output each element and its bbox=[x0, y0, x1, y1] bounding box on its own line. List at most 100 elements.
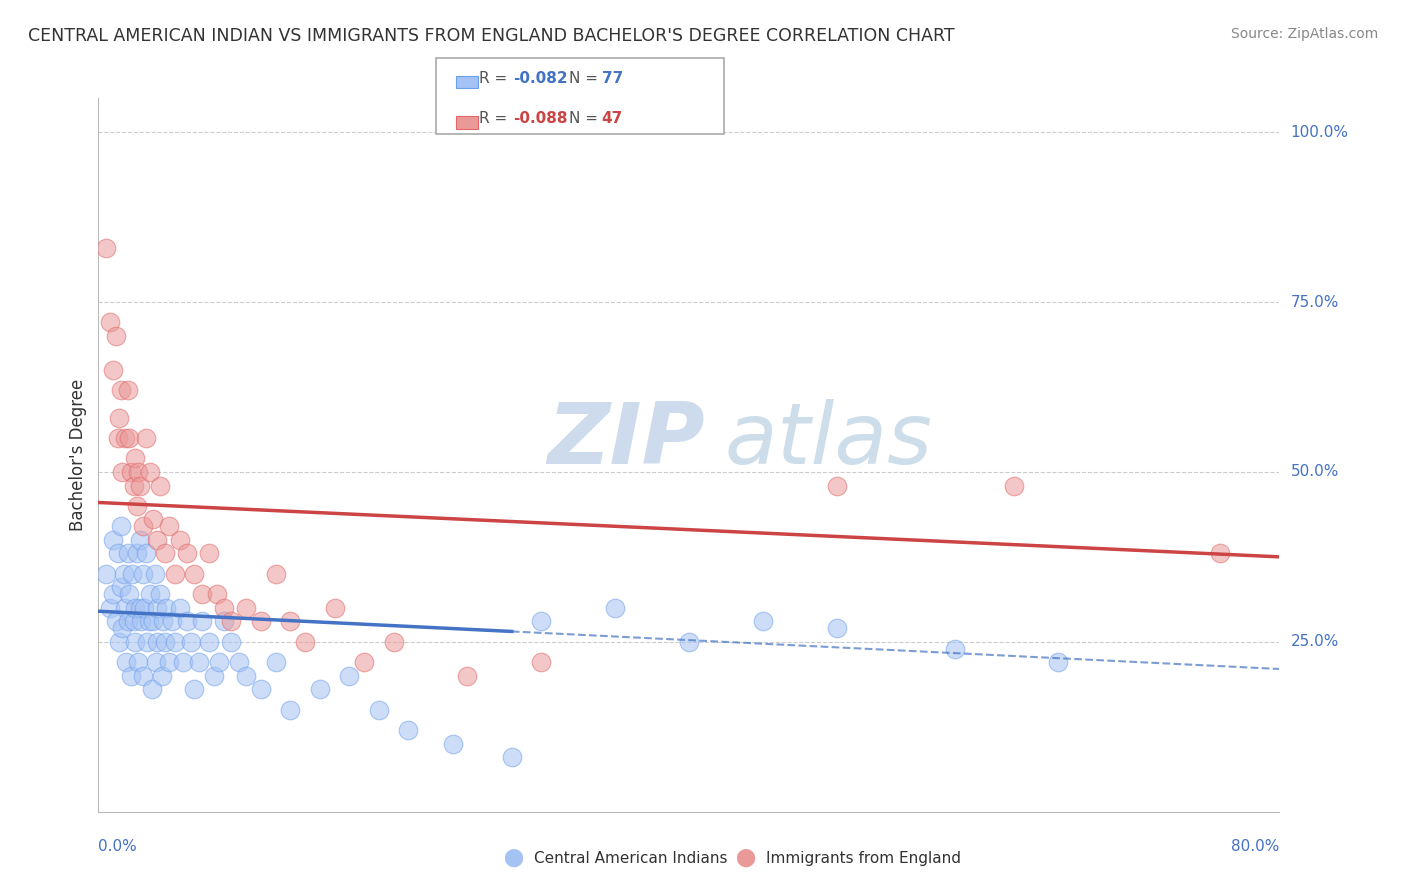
Point bbox=[129, 615, 152, 629]
Point bbox=[250, 682, 273, 697]
Point bbox=[752, 615, 775, 629]
Point bbox=[117, 546, 139, 560]
Point bbox=[1209, 546, 1232, 560]
Point bbox=[107, 546, 129, 560]
Point bbox=[98, 315, 121, 329]
Text: CENTRAL AMERICAN INDIAN VS IMMIGRANTS FROM ENGLAND BACHELOR'S DEGREE CORRELATION: CENTRAL AMERICAN INDIAN VS IMMIGRANTS FR… bbox=[28, 27, 955, 45]
Text: R =: R = bbox=[479, 71, 513, 86]
Point bbox=[103, 533, 125, 547]
Point bbox=[124, 635, 146, 649]
Point bbox=[149, 478, 172, 492]
Point bbox=[457, 669, 479, 683]
Point bbox=[280, 703, 302, 717]
Point bbox=[264, 655, 287, 669]
Text: 47: 47 bbox=[602, 112, 623, 126]
Point bbox=[157, 655, 180, 669]
Point bbox=[117, 615, 139, 629]
Point bbox=[294, 635, 316, 649]
Point bbox=[132, 566, 155, 581]
Point bbox=[678, 635, 700, 649]
Point bbox=[398, 723, 420, 738]
Point bbox=[146, 635, 169, 649]
Point bbox=[221, 615, 243, 629]
Point bbox=[152, 615, 174, 629]
Text: -0.082: -0.082 bbox=[513, 71, 568, 86]
Point bbox=[382, 635, 405, 649]
Text: atlas: atlas bbox=[724, 399, 932, 483]
Point bbox=[280, 615, 302, 629]
Point bbox=[112, 566, 135, 581]
Point bbox=[145, 655, 167, 669]
Point bbox=[142, 512, 165, 526]
Point bbox=[212, 615, 235, 629]
Point bbox=[202, 669, 225, 683]
Text: 75.0%: 75.0% bbox=[1291, 294, 1339, 310]
Point bbox=[136, 635, 159, 649]
Point bbox=[150, 669, 173, 683]
Point bbox=[110, 581, 132, 595]
Point bbox=[121, 566, 143, 581]
Point bbox=[165, 566, 187, 581]
Point bbox=[128, 478, 150, 492]
Point bbox=[127, 465, 149, 479]
Text: N =: N = bbox=[569, 71, 603, 86]
Point bbox=[176, 615, 198, 629]
Point bbox=[208, 655, 231, 669]
Point bbox=[191, 615, 214, 629]
Point bbox=[117, 384, 139, 398]
Point bbox=[943, 641, 966, 656]
Point bbox=[120, 669, 142, 683]
Point bbox=[132, 519, 155, 533]
Point bbox=[125, 499, 148, 513]
Point bbox=[124, 600, 146, 615]
Point bbox=[1046, 655, 1070, 669]
Point bbox=[120, 465, 142, 479]
Point bbox=[264, 566, 287, 581]
Point bbox=[183, 566, 205, 581]
Point bbox=[115, 655, 138, 669]
Point bbox=[108, 410, 131, 425]
Point bbox=[605, 600, 627, 615]
Point bbox=[198, 635, 221, 649]
Point bbox=[118, 587, 141, 601]
Point bbox=[212, 600, 235, 615]
Point bbox=[122, 615, 145, 629]
Point bbox=[128, 600, 150, 615]
Point bbox=[128, 533, 150, 547]
Point bbox=[139, 465, 162, 479]
Point bbox=[135, 431, 157, 445]
Point bbox=[110, 384, 132, 398]
Point bbox=[94, 566, 117, 581]
Text: Immigrants from England: Immigrants from England bbox=[766, 851, 962, 865]
Point bbox=[172, 655, 194, 669]
Point bbox=[169, 600, 191, 615]
Text: 77: 77 bbox=[602, 71, 623, 86]
Point bbox=[146, 533, 169, 547]
Point bbox=[157, 519, 180, 533]
Point bbox=[141, 682, 163, 697]
Point bbox=[138, 615, 160, 629]
Point bbox=[176, 546, 198, 560]
Point bbox=[501, 750, 523, 764]
Text: -0.088: -0.088 bbox=[513, 112, 568, 126]
Point bbox=[107, 431, 129, 445]
Text: N =: N = bbox=[569, 112, 603, 126]
Point bbox=[1002, 478, 1025, 492]
Point bbox=[825, 621, 848, 635]
Point bbox=[139, 587, 162, 601]
Point bbox=[114, 600, 136, 615]
Point bbox=[105, 329, 128, 343]
Text: 80.0%: 80.0% bbox=[1232, 839, 1279, 855]
Text: 25.0%: 25.0% bbox=[1291, 634, 1339, 649]
Point bbox=[94, 241, 117, 255]
Text: 100.0%: 100.0% bbox=[1291, 125, 1348, 140]
Point bbox=[103, 587, 125, 601]
Text: ZIP: ZIP bbox=[547, 399, 704, 483]
Point bbox=[235, 600, 257, 615]
Point bbox=[205, 587, 228, 601]
Point bbox=[530, 655, 553, 669]
Point bbox=[127, 655, 149, 669]
Point bbox=[165, 635, 187, 649]
Point bbox=[98, 600, 121, 615]
Point bbox=[124, 451, 146, 466]
